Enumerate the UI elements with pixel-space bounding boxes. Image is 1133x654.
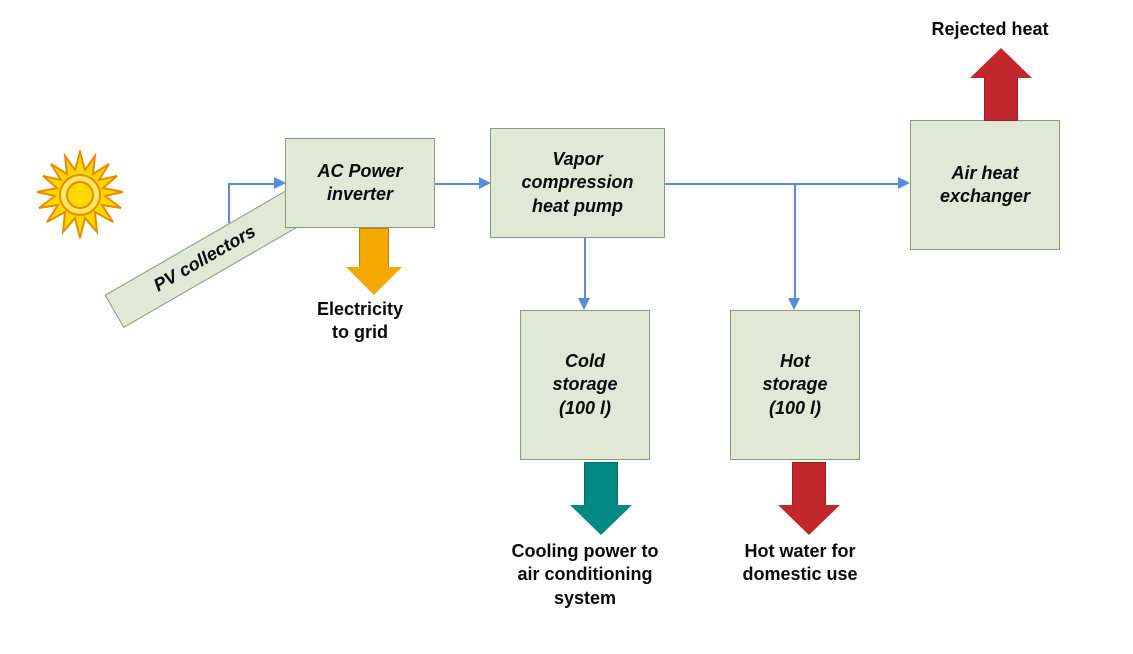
- node-label: Hotstorage(100 l): [762, 350, 827, 420]
- node-pv-collectors: PV collectors: [105, 190, 306, 328]
- node-label: AC Powerinverter: [317, 160, 402, 207]
- arrow-electricity: [346, 228, 402, 295]
- label-hot-water: Hot water fordomestic use: [700, 540, 900, 587]
- arrow-cooling: [570, 462, 632, 535]
- sun-icon: [35, 150, 125, 245]
- label-rejected-heat: Rejected heat: [900, 18, 1080, 41]
- node-label: Air heatexchanger: [940, 162, 1030, 209]
- node-cold-storage: Coldstorage(100 l): [520, 310, 650, 460]
- arrow-rejected-heat: [970, 48, 1032, 121]
- label-cooling-power: Cooling power toair conditioningsystem: [470, 540, 700, 610]
- node-label: Coldstorage(100 l): [552, 350, 617, 420]
- node-vapor-compression-heat-pump: Vaporcompressionheat pump: [490, 128, 665, 238]
- node-label: PV collectors: [150, 220, 260, 297]
- node-hot-storage: Hotstorage(100 l): [730, 310, 860, 460]
- node-label: Vaporcompressionheat pump: [521, 148, 633, 218]
- label-electricity-to-grid: Electricityto grid: [290, 298, 430, 345]
- node-ac-power-inverter: AC Powerinverter: [285, 138, 435, 228]
- node-air-heat-exchanger: Air heatexchanger: [910, 120, 1060, 250]
- arrow-hot-water: [778, 462, 840, 535]
